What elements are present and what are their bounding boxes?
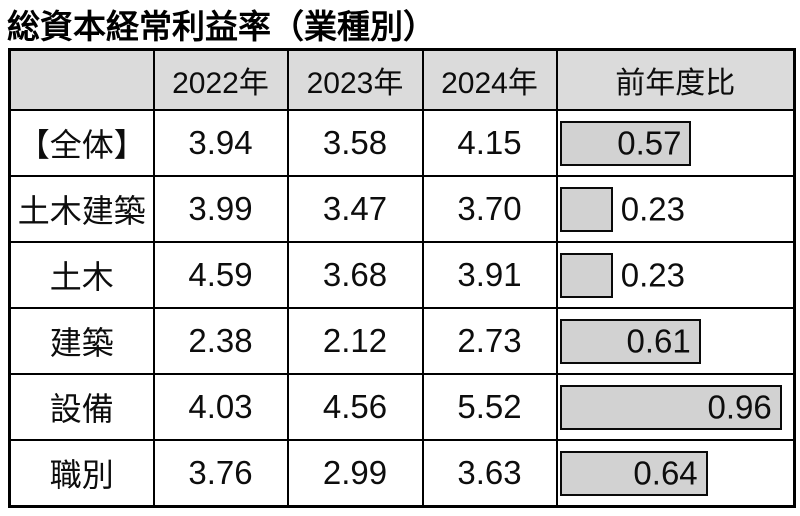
- value-2022: 3.99: [152, 175, 289, 243]
- yoy-bar: 0.23: [559, 252, 685, 298]
- yoy-bar-label: 0.64: [633, 454, 698, 492]
- header-cell-2023: 2023年: [286, 48, 424, 111]
- yoy-bar-track: 0.96: [559, 384, 792, 430]
- yoy-bar: 0.96: [559, 384, 782, 430]
- header-cell-yoy: 前年度比: [555, 48, 796, 111]
- header-cell-2022: 2022年: [152, 48, 289, 111]
- yoy-cell: 0.96: [555, 373, 796, 441]
- figure-title: 総資本経常利益率（業種別）: [7, 8, 436, 45]
- yoy-bar-label: 0.57: [617, 124, 682, 162]
- yoy-bar-track: 0.23: [559, 252, 792, 298]
- value-2023: 3.58: [286, 109, 424, 177]
- row-label: 【全体】: [8, 109, 155, 177]
- yoy-cell: 0.23: [555, 241, 796, 309]
- value-2023: 4.56: [286, 373, 424, 441]
- header-cell-empty: [8, 48, 155, 111]
- value-2022: 3.94: [152, 109, 289, 177]
- yoy-bar-label: 0.23: [620, 190, 685, 228]
- row-label: 職別: [8, 439, 155, 508]
- value-2023: 3.47: [286, 175, 424, 243]
- value-2023: 3.68: [286, 241, 424, 309]
- yoy-bar-label: 0.23: [620, 256, 685, 294]
- yoy-bar: 0.61: [559, 318, 701, 364]
- yoy-bar-track: 0.23: [559, 186, 792, 232]
- header-cell-2024: 2024年: [421, 48, 558, 111]
- table-row-shokubetsu: 職別 3.76 2.99 3.63 0.64: [8, 439, 796, 508]
- yoy-cell: 0.57: [555, 109, 796, 177]
- table-row-zentai: 【全体】 3.94 3.58 4.15 0.57: [8, 109, 796, 177]
- row-label: 土木: [8, 241, 155, 309]
- value-2022: 2.38: [152, 307, 289, 375]
- value-2024: 3.91: [421, 241, 558, 309]
- yoy-bar-label: 0.96: [707, 388, 772, 426]
- table-row-kenchiku: 建築 2.38 2.12 2.73 0.61: [8, 307, 796, 375]
- value-2024: 4.15: [421, 109, 558, 177]
- yoy-bar: 0.57: [559, 120, 692, 166]
- yoy-bar-track: 0.61: [559, 318, 792, 364]
- value-2022: 3.76: [152, 439, 289, 508]
- row-label: 設備: [8, 373, 155, 441]
- value-2024: 5.52: [421, 373, 558, 441]
- table-row-dobokukenchiku: 土木建築 3.99 3.47 3.70 0.23: [8, 175, 796, 243]
- table-row-setsubi: 設備 4.03 4.56 5.52 0.96: [8, 373, 796, 441]
- value-2023: 2.12: [286, 307, 424, 375]
- yoy-bar-track: 0.64: [559, 450, 792, 496]
- value-2024: 3.70: [421, 175, 558, 243]
- row-label: 建築: [8, 307, 155, 375]
- value-2022: 4.59: [152, 241, 289, 309]
- value-2024: 2.73: [421, 307, 558, 375]
- yoy-bar: 0.64: [559, 450, 708, 496]
- yoy-bar: 0.23: [559, 186, 685, 232]
- row-label: 土木建築: [8, 175, 155, 243]
- yoy-cell: 0.64: [555, 439, 796, 508]
- value-2024: 3.63: [421, 439, 558, 508]
- profit-rate-table: 2022年 2023年 2024年 前年度比 【全体】 3.94 3.58 4.…: [8, 48, 796, 508]
- yoy-bar-track: 0.57: [559, 120, 792, 166]
- yoy-cell: 0.61: [555, 307, 796, 375]
- header-row: 2022年 2023年 2024年 前年度比: [8, 48, 796, 111]
- value-2022: 4.03: [152, 373, 289, 441]
- value-2023: 2.99: [286, 439, 424, 508]
- table-row-doboku: 土木 4.59 3.68 3.91 0.23: [8, 241, 796, 309]
- yoy-cell: 0.23: [555, 175, 796, 243]
- yoy-bar-label: 0.61: [626, 322, 691, 360]
